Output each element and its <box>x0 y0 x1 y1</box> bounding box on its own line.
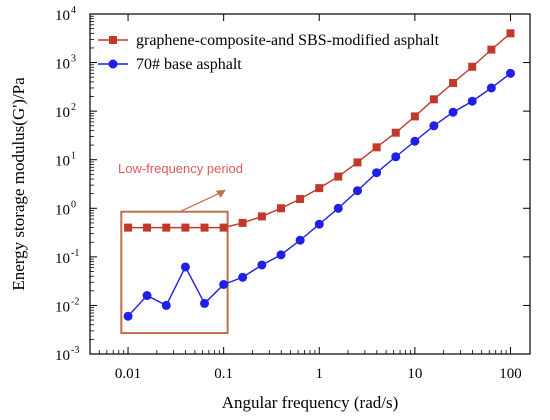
data-point-circle <box>448 107 458 117</box>
y-tick-exponent: -3 <box>71 345 79 356</box>
y-tick-label: 10 <box>55 8 70 24</box>
data-point-circle <box>161 300 171 310</box>
data-point-square <box>124 223 133 232</box>
x-axis-title: Angular frequency (rad/s) <box>222 393 399 412</box>
data-point-square <box>257 212 266 221</box>
annotation: Low-frequency period <box>118 161 243 335</box>
data-point-circle <box>467 96 477 106</box>
data-point-square <box>143 223 152 232</box>
data-point-square <box>468 62 477 71</box>
annotation-arrowhead <box>215 189 226 198</box>
y-tick-exponent: -2 <box>71 296 79 307</box>
data-point-circle <box>219 279 229 289</box>
y-tick-base: 10 <box>55 348 70 364</box>
data-point-square <box>429 95 438 104</box>
y-tick-label: 10 <box>55 154 70 170</box>
low-frequency-box <box>120 210 229 335</box>
data-point-square <box>334 172 343 181</box>
data-point-square <box>238 218 247 227</box>
data-point-circle <box>276 250 286 260</box>
data-point-square <box>353 158 362 167</box>
y-tick-base: 10 <box>55 57 70 73</box>
data-point-circle <box>295 235 305 245</box>
y-tick-label: 10 <box>55 299 70 315</box>
data-point-square <box>277 204 286 213</box>
data-point-square <box>200 223 209 232</box>
legend-marker-circle <box>108 59 118 69</box>
annotation-label: Low-frequency period <box>118 161 243 176</box>
data-point-circle <box>257 260 267 270</box>
data-point-circle <box>352 186 362 196</box>
y-tick-base: 10 <box>55 299 70 315</box>
data-point-circle <box>238 272 248 282</box>
y-tick-base: 10 <box>55 105 70 121</box>
y-tick-label: 10 <box>55 105 70 121</box>
series-layer <box>123 29 515 321</box>
y-tick-label: 10 <box>55 348 70 364</box>
data-point-circle <box>505 68 515 78</box>
data-point-square <box>449 78 458 87</box>
y-tick-label: 10 <box>55 251 70 267</box>
legend: graphene-composite-and SBS-modified asph… <box>98 32 440 73</box>
x-axis: 0.01 0.1 1 10 100 <box>98 14 522 382</box>
y-tick-base: 10 <box>55 8 70 24</box>
data-point-circle <box>410 136 420 146</box>
data-point-circle <box>372 168 382 178</box>
y-tick-exponent: 1 <box>71 151 76 162</box>
x-tick-label: 0.1 <box>214 366 233 382</box>
y-tick-base: 10 <box>55 202 70 218</box>
data-point-circle <box>180 262 190 272</box>
y-tick-exponent: 4 <box>71 5 76 16</box>
x-tick-label: 10 <box>407 366 422 382</box>
data-point-square <box>181 223 190 232</box>
data-point-square <box>219 223 228 232</box>
data-point-circle <box>314 219 324 229</box>
data-point-circle <box>333 203 343 213</box>
data-point-square <box>162 223 171 232</box>
data-point-square <box>372 143 381 152</box>
x-tick-label: 100 <box>499 366 522 382</box>
data-point-square <box>391 128 400 137</box>
data-point-square <box>487 45 496 54</box>
y-tick-base: 10 <box>55 251 70 267</box>
y-tick-exponent: 3 <box>71 54 76 65</box>
data-point-circle <box>486 83 496 93</box>
legend-label: 70# base asphalt <box>136 56 242 73</box>
data-point-circle <box>200 298 210 308</box>
y-tick-base: 10 <box>55 154 70 170</box>
legend-marker-square <box>109 36 117 44</box>
y-tick-label: 10 <box>55 202 70 218</box>
data-point-square <box>410 112 419 121</box>
x-tick-label: 0.01 <box>115 366 141 382</box>
y-axis-title: Energy storage modulus(G')/Pa <box>9 77 28 291</box>
y-tick-exponent: 0 <box>71 199 76 210</box>
annotation-arrow <box>179 192 222 213</box>
y-tick-exponent: 2 <box>71 102 76 113</box>
data-point-square <box>315 184 324 193</box>
data-point-circle <box>429 121 439 131</box>
legend-label: graphene-composite-and SBS-modified asph… <box>136 32 440 49</box>
y-tick-label: 10 <box>55 57 70 73</box>
data-point-square <box>506 29 515 38</box>
data-point-circle <box>123 311 133 321</box>
x-tick-label: 1 <box>316 366 324 382</box>
y-tick-exponent: -1 <box>71 248 79 259</box>
data-point-square <box>296 195 305 204</box>
data-point-circle <box>391 152 401 162</box>
data-point-circle <box>142 291 152 301</box>
